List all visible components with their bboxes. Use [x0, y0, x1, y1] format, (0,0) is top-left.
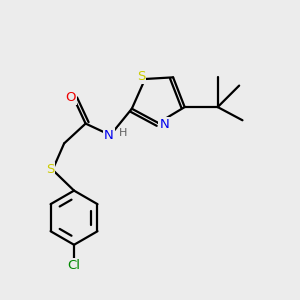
Text: O: O — [65, 91, 76, 104]
Text: H: H — [119, 128, 127, 138]
Text: S: S — [46, 163, 54, 176]
Text: N: N — [159, 118, 169, 131]
Text: Cl: Cl — [68, 259, 80, 272]
Text: S: S — [137, 70, 145, 83]
Text: N: N — [104, 129, 114, 142]
